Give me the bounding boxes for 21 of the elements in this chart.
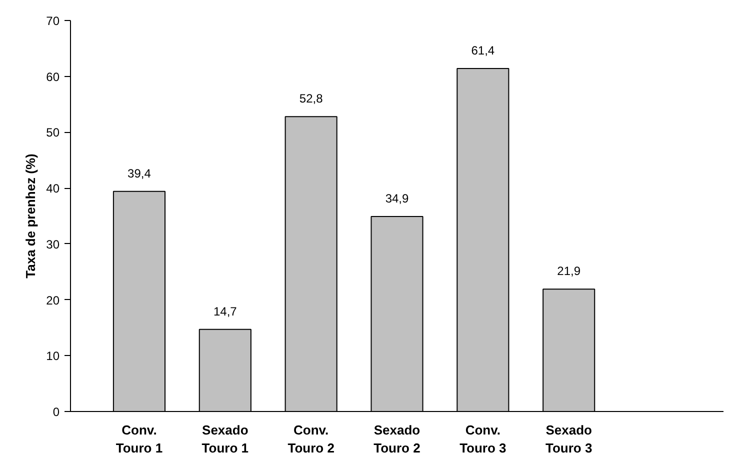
y-tick-label: 50 [46,126,60,140]
x-tick-label: Conv. Touro 1 [116,422,163,456]
x-tick-label: Conv. Touro 2 [288,422,334,456]
y-tick-label: 30 [46,237,60,252]
x-tick-label: Sexado Touro 1 [202,422,249,456]
y-tick-label: 40 [46,182,60,196]
data-label: 21,9 [557,264,581,278]
data-label: 39,4 [128,166,152,180]
data-label: 14,7 [213,304,238,318]
y-tick-label: 10 [46,349,60,364]
y-tick-label: 20 [46,293,60,308]
data-label: 61,4 [471,44,495,58]
data-label: 34,9 [385,192,410,206]
y-axis-title: Taxa de prenhez (%) [23,154,38,278]
x-tick-label: Conv. Touro 3 [460,422,506,456]
y-tick-label: 70 [46,14,60,28]
x-tick-label: Sexado Touro 3 [545,422,592,456]
y-tick-label: 0 [52,405,60,419]
data-label: 52,8 [299,92,324,106]
y-tick-label: 60 [46,70,60,84]
x-tick-label: Sexado Touro 2 [374,422,420,456]
